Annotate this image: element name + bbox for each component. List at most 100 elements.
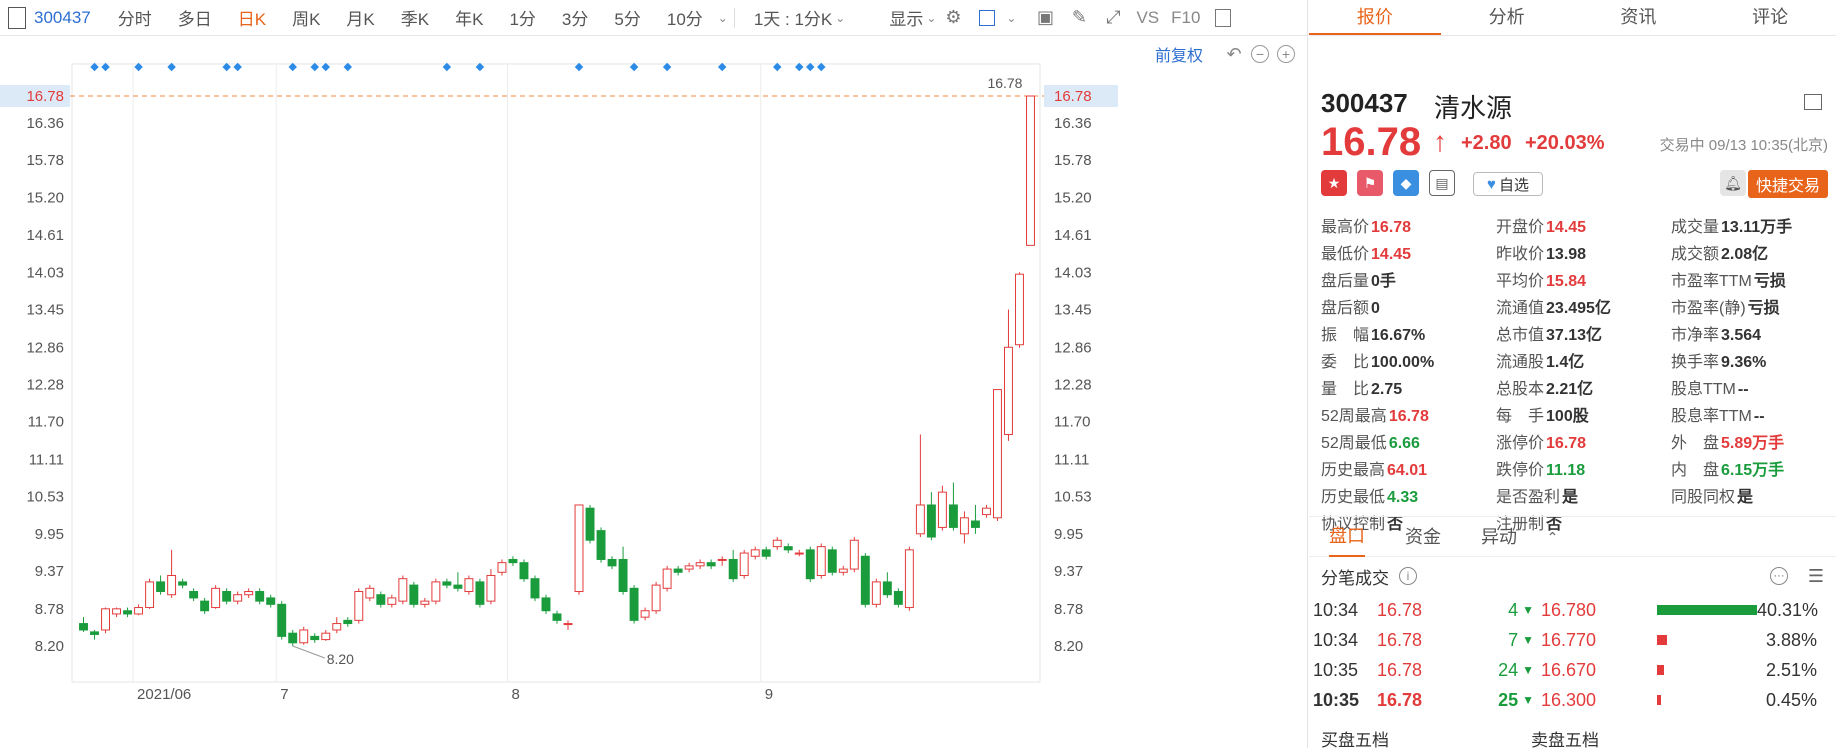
y-tick-label-right: 12.86: [1054, 339, 1092, 356]
info-icon[interactable]: i: [1399, 567, 1417, 585]
f10-button[interactable]: F10: [1171, 7, 1201, 27]
candle-body: [420, 600, 430, 605]
subtab-1[interactable]: 资金: [1405, 526, 1441, 547]
period-4[interactable]: 月K: [346, 10, 375, 29]
display-menu[interactable]: 显示: [889, 10, 924, 29]
quick-trade-button[interactable]: 快捷交易: [1748, 170, 1828, 198]
panel-toggle-icon[interactable]: [1212, 7, 1234, 29]
period-dropdown-icon[interactable]: ⌄: [717, 10, 728, 25]
stat-label: 股息率TTM: [1671, 407, 1752, 425]
current-price-label-left: 16.78: [26, 88, 64, 105]
compare-vs-button[interactable]: VS: [1136, 7, 1160, 27]
price-highlight-left: [0, 85, 70, 107]
stat-value: 6.15万手: [1721, 461, 1785, 479]
tab-3[interactable]: 评论: [1752, 7, 1789, 27]
more-icon[interactable]: ···: [1770, 567, 1788, 585]
stat-cell: 流通值 23.495亿: [1484, 294, 1659, 318]
period-10[interactable]: 10分: [666, 10, 703, 29]
candle-body: [79, 623, 88, 631]
candle-body: [662, 568, 672, 589]
candle-body: [816, 546, 826, 576]
interval-select[interactable]: 1天 : 1分K: [753, 10, 833, 29]
settings-gear-icon[interactable]: ⚙: [945, 7, 962, 27]
y-tick-label-left: 9.95: [35, 526, 64, 543]
trade-time: 10:35: [1313, 659, 1359, 680]
collapse-chevron-icon[interactable]: ⌃: [1546, 529, 1559, 545]
fullscreen-icon[interactable]: ⤢: [1106, 7, 1121, 27]
period-8[interactable]: 3分: [561, 10, 589, 29]
stat-row: 历史最高 64.01 跌停价 11.18 内 盘 6.15万手: [1309, 454, 1836, 481]
reset-icon[interactable]: ↶: [1226, 44, 1242, 64]
candle-body: [101, 608, 110, 631]
period-3[interactable]: 周K: [292, 10, 321, 29]
sell5-label[interactable]: 卖盘五档: [1531, 731, 1599, 748]
stat-value: 0手: [1371, 272, 1396, 290]
growth-board-icon: ⚑: [1357, 170, 1383, 196]
candle-body: [1004, 346, 1013, 435]
list-view-icon[interactable]: [1804, 94, 1822, 110]
stat-row: 振 幅 16.67% 总市值 37.13亿 市净率 3.564: [1309, 319, 1836, 346]
zoom-out-icon[interactable]: −: [1251, 45, 1269, 63]
tab-0[interactable]: 报价: [1309, 0, 1441, 35]
zoom-in-icon[interactable]: +: [1277, 45, 1295, 63]
tag-icon[interactable]: ◆: [1393, 170, 1419, 196]
stat-cell: 注册制否: [1484, 510, 1659, 534]
stat-value: 23.495亿: [1546, 299, 1611, 317]
stat-label: 52周最高: [1321, 407, 1387, 425]
candle-body: [970, 520, 980, 528]
candle-body: [442, 581, 452, 586]
display-dropdown-icon[interactable]: ⌄: [926, 10, 937, 25]
tab-1[interactable]: 分析: [1488, 7, 1525, 27]
tab-2[interactable]: 资讯: [1620, 7, 1657, 27]
depth-pct: 0.45%: [1765, 689, 1817, 710]
stat-value: 2.75: [1371, 380, 1403, 398]
depth-price: 16.670: [1541, 659, 1597, 680]
chevron-down-icon[interactable]: ⌄: [835, 10, 846, 25]
color-box-icon[interactable]: [976, 7, 998, 29]
stat-cell: 总股本 2.21亿: [1484, 375, 1659, 399]
bell-icon[interactable]: 🔔︎: [1720, 170, 1746, 196]
min-price-leader: [292, 645, 325, 659]
stat-label: 成交额: [1671, 245, 1720, 263]
stat-row: 52周最低 6.66 涨停价 16.78 外 盘 5.89万手: [1309, 427, 1836, 454]
period-7[interactable]: 1分: [509, 10, 536, 29]
trades-title: 分笔成交: [1321, 568, 1389, 588]
period-1[interactable]: 多日: [177, 10, 212, 29]
max-price-label: 16.78: [987, 75, 1022, 91]
menu-icon[interactable]: ☰: [1807, 566, 1824, 586]
trade-price: 16.78: [1376, 629, 1423, 650]
buy5-label[interactable]: 买盘五档: [1321, 731, 1389, 748]
period-6[interactable]: 年K: [455, 10, 484, 29]
period-0[interactable]: 分时: [117, 10, 152, 29]
y-tick-label-right: 16.36: [1054, 115, 1092, 132]
period-5[interactable]: 季K: [400, 10, 430, 29]
stat-label: 历史最低: [1321, 488, 1386, 506]
adjust-type-button[interactable]: 前复权: [1154, 48, 1203, 65]
stat-row: 52周最高 16.78 每 手 100股 股息率TTM --: [1309, 400, 1836, 427]
period-2[interactable]: 日K: [237, 10, 267, 29]
plot-frame: [71, 63, 1041, 683]
camera-icon[interactable]: ▣: [1036, 7, 1054, 27]
candle-body: [189, 591, 199, 599]
subtab-2[interactable]: 异动: [1481, 526, 1517, 547]
stat-value: 2.21亿: [1546, 380, 1594, 398]
toolbar-stock-code[interactable]: 300437: [34, 7, 91, 27]
candle-body: [871, 581, 881, 605]
add-watchlist-button[interactable]: ♥ 自选: [1473, 172, 1543, 196]
quote-panel: 报价 分析 资讯 评论 300437 清水源 16.78 ↑ +2.80 +20.03…: [1309, 0, 1836, 748]
period-9[interactable]: 5分: [614, 10, 641, 29]
candle-body: [211, 587, 221, 609]
color-dropdown-icon[interactable]: ⌄: [1006, 10, 1017, 25]
candle-body: [849, 539, 859, 570]
bookmark-icon[interactable]: ▤: [1429, 170, 1455, 196]
sidebar-toggle-icon[interactable]: [8, 6, 26, 29]
subtab-0[interactable]: 盘口: [1329, 517, 1365, 557]
depth-row: 16.770 3.88%: [1537, 625, 1836, 655]
candle-body: [233, 594, 243, 602]
toolbar-divider: [733, 7, 735, 28]
pencil-icon[interactable]: ✎: [1071, 7, 1087, 27]
candlestick-chart[interactable]: 2021/06 7 8 9 8.20 8.20 8.78 8.78 9.37 9.37 9.95 9.…: [0, 60, 1308, 748]
stat-cell: 股息TTM --: [1659, 375, 1834, 399]
x-tick-label: 8: [511, 686, 519, 703]
candle-body: [684, 565, 694, 570]
